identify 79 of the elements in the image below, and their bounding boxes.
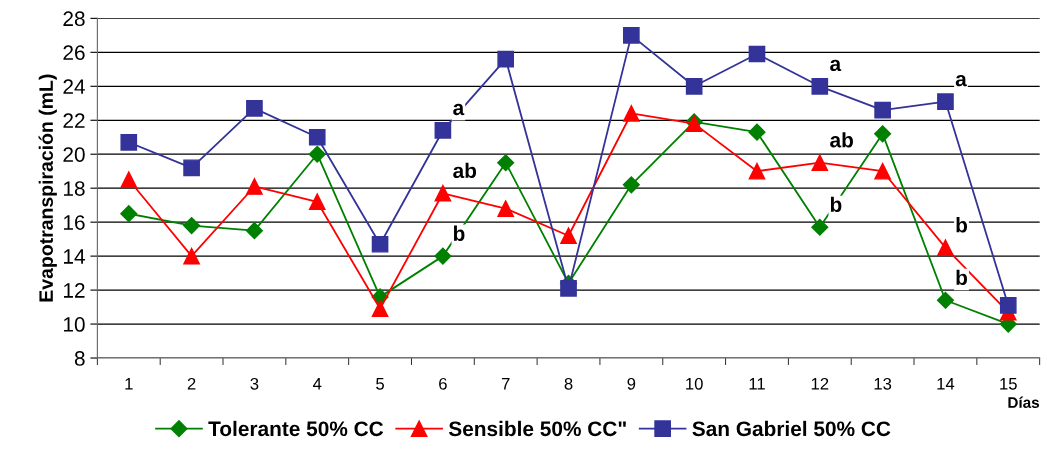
legend-label: Sensible 50% CC" (448, 420, 626, 437)
x-tick-label: 6 (439, 377, 447, 390)
point (685, 77, 703, 95)
x-tick-label: 8 (564, 377, 573, 390)
x-tick-label: 15 (1000, 378, 1017, 390)
x-tick-label: 3 (250, 377, 259, 390)
point (811, 218, 829, 236)
point (936, 291, 954, 309)
point (434, 184, 452, 202)
annotation: ab (453, 162, 477, 179)
y-axis-title: Evapotranspiración (mL) (38, 74, 57, 302)
x-tick-label: 13 (874, 377, 892, 390)
point (120, 171, 138, 189)
legend-label: San Gabriel 50% CC (692, 420, 891, 437)
y-tick-label: 18 (63, 181, 85, 196)
legend-label: Tolerante 50% CC (208, 420, 384, 437)
y-tick-label: 22 (63, 113, 85, 128)
annotation: b (830, 196, 842, 213)
point (308, 193, 326, 211)
annotation: b (453, 225, 465, 241)
annotation: a (830, 59, 842, 72)
point (560, 280, 577, 297)
y-tick-label: 28 (63, 11, 85, 27)
x-tick-label: 5 (376, 378, 384, 390)
x-tick-label: 10 (686, 377, 703, 390)
point (434, 247, 452, 265)
point (308, 145, 326, 163)
y-tick-label: 24 (63, 79, 85, 94)
point (245, 222, 263, 240)
annotation: b (956, 217, 968, 233)
point (371, 235, 389, 253)
y-tick-label: 20 (63, 147, 85, 162)
point (120, 134, 138, 151)
point (497, 154, 515, 172)
point (560, 227, 577, 245)
y-tick-label: 16 (63, 215, 85, 230)
y-tick-label: 10 (63, 317, 85, 332)
point (874, 101, 891, 119)
x-tick-label: 14 (937, 378, 955, 390)
point (246, 178, 263, 195)
x-axis-title: Días (1008, 396, 1040, 408)
point (748, 45, 766, 63)
x-tick-label: 1 (125, 378, 133, 390)
point (623, 105, 640, 122)
point (874, 125, 892, 143)
x-tick-label: 11 (749, 378, 765, 390)
point (183, 217, 201, 235)
point (937, 93, 954, 110)
annotation: a (453, 103, 465, 116)
point (622, 176, 640, 194)
point (183, 247, 200, 265)
y-tick-label: 8 (74, 351, 85, 366)
x-tick-label: 12 (811, 377, 829, 390)
point (371, 300, 389, 318)
point (748, 162, 766, 180)
x-tick-label: 2 (187, 377, 196, 390)
annotation: ab (830, 132, 853, 148)
point (937, 239, 954, 256)
y-tick-label: 14 (63, 249, 85, 264)
y-tick-label: 12 (63, 283, 85, 298)
x-tick-label: 7 (501, 378, 510, 390)
point (497, 50, 515, 68)
y-tick-label: 26 (63, 45, 85, 61)
x-tick-label: 9 (627, 377, 636, 390)
point (434, 122, 452, 139)
point (999, 297, 1017, 314)
point (874, 162, 891, 180)
annotation: b (956, 269, 968, 286)
point (623, 27, 640, 44)
point (811, 154, 829, 172)
point (748, 123, 766, 141)
point (497, 200, 515, 217)
point (183, 159, 200, 177)
point (811, 77, 829, 95)
point (308, 128, 326, 146)
x-tick-label: 4 (312, 378, 322, 390)
annotation: a (955, 74, 967, 87)
point (120, 205, 138, 223)
point (246, 100, 263, 117)
